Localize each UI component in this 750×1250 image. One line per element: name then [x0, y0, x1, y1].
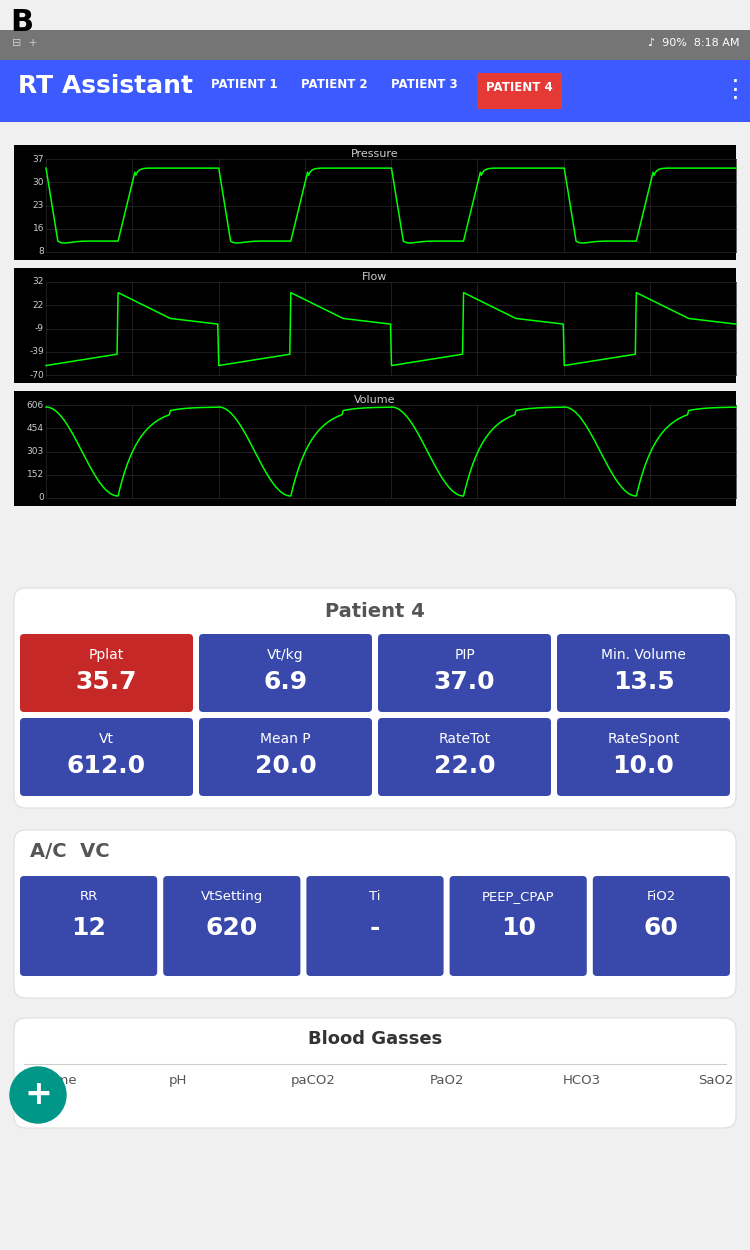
- Text: PATIENT 4: PATIENT 4: [486, 81, 553, 94]
- Text: Time: Time: [44, 1074, 76, 1088]
- Text: 10.0: 10.0: [613, 754, 674, 778]
- Text: 10: 10: [501, 916, 536, 940]
- Text: A/C  VC: A/C VC: [30, 842, 109, 861]
- Bar: [14, 268, 736, 382]
- Text: 22: 22: [33, 301, 44, 310]
- FancyBboxPatch shape: [449, 876, 586, 976]
- Text: 22.0: 22.0: [433, 754, 495, 778]
- Text: 454: 454: [27, 424, 44, 432]
- Text: 23: 23: [33, 201, 44, 210]
- Text: Flow: Flow: [362, 272, 388, 282]
- Text: 37: 37: [32, 155, 44, 164]
- FancyBboxPatch shape: [20, 634, 193, 712]
- Text: paCO2: paCO2: [290, 1074, 335, 1088]
- Text: PEEP_CPAP: PEEP_CPAP: [482, 890, 554, 902]
- Bar: [14, 391, 736, 506]
- FancyBboxPatch shape: [164, 876, 301, 976]
- FancyBboxPatch shape: [592, 876, 730, 976]
- Text: ♪  90%  8:18 AM: ♪ 90% 8:18 AM: [649, 38, 740, 48]
- Text: Volume: Volume: [354, 395, 396, 405]
- Text: VtSetting: VtSetting: [201, 890, 263, 902]
- Text: Vt/kg: Vt/kg: [267, 648, 304, 662]
- Text: 20.0: 20.0: [254, 754, 316, 778]
- Text: 60: 60: [644, 916, 679, 940]
- Text: 8: 8: [38, 248, 44, 256]
- FancyBboxPatch shape: [307, 876, 443, 976]
- Text: Mean P: Mean P: [260, 732, 310, 746]
- FancyBboxPatch shape: [378, 718, 551, 796]
- FancyBboxPatch shape: [378, 634, 551, 712]
- Text: Blood Gasses: Blood Gasses: [308, 1030, 442, 1048]
- Text: ⊟  +: ⊟ +: [12, 38, 38, 48]
- FancyBboxPatch shape: [14, 588, 736, 808]
- Text: PATIENT 2: PATIENT 2: [301, 78, 368, 91]
- Text: Patient 4: Patient 4: [326, 602, 424, 621]
- Text: -: -: [370, 916, 380, 940]
- FancyBboxPatch shape: [20, 718, 193, 796]
- Text: 606: 606: [27, 400, 44, 410]
- FancyBboxPatch shape: [557, 718, 730, 796]
- Text: 35.7: 35.7: [76, 670, 137, 694]
- Text: PaO2: PaO2: [430, 1074, 464, 1088]
- Circle shape: [10, 1068, 66, 1122]
- Text: -39: -39: [29, 348, 44, 356]
- Text: 6.9: 6.9: [263, 670, 308, 694]
- Bar: [477, 72, 562, 109]
- Text: 620: 620: [206, 916, 258, 940]
- Text: 152: 152: [27, 470, 44, 479]
- Text: Pressure: Pressure: [351, 149, 399, 159]
- Text: pH: pH: [170, 1074, 188, 1088]
- Text: RT Assistant: RT Assistant: [18, 74, 193, 98]
- Text: 30: 30: [32, 177, 44, 186]
- Text: 0: 0: [38, 494, 44, 502]
- Text: 37.0: 37.0: [433, 670, 495, 694]
- Text: -70: -70: [29, 370, 44, 380]
- Bar: [0, 30, 750, 60]
- Bar: [0, 60, 750, 122]
- FancyBboxPatch shape: [14, 1017, 736, 1128]
- Text: SaO2: SaO2: [698, 1074, 734, 1088]
- Text: Pplat: Pplat: [88, 648, 125, 662]
- Text: PIP: PIP: [454, 648, 475, 662]
- Text: RR: RR: [80, 890, 98, 902]
- Text: Min. Volume: Min. Volume: [601, 648, 686, 662]
- Text: RateTot: RateTot: [439, 732, 491, 746]
- Text: RateSpont: RateSpont: [608, 732, 680, 746]
- Text: 12: 12: [71, 916, 106, 940]
- FancyBboxPatch shape: [199, 718, 372, 796]
- Text: +: +: [24, 1079, 52, 1111]
- FancyBboxPatch shape: [199, 634, 372, 712]
- Text: B: B: [10, 8, 33, 38]
- Text: 13.5: 13.5: [613, 670, 674, 694]
- Text: PATIENT 1: PATIENT 1: [211, 78, 278, 91]
- Text: Ti: Ti: [369, 890, 381, 902]
- Text: FiO2: FiO2: [646, 890, 676, 902]
- Text: 32: 32: [33, 278, 44, 286]
- Text: 16: 16: [32, 224, 44, 234]
- FancyBboxPatch shape: [14, 830, 736, 998]
- Text: -9: -9: [35, 324, 44, 332]
- Text: 303: 303: [27, 448, 44, 456]
- FancyBboxPatch shape: [557, 634, 730, 712]
- Text: Vt: Vt: [99, 732, 114, 746]
- Text: PATIENT 3: PATIENT 3: [391, 78, 458, 91]
- Bar: [14, 145, 736, 260]
- Text: HCO3: HCO3: [562, 1074, 601, 1088]
- Text: 612.0: 612.0: [67, 754, 146, 778]
- Text: ⋮: ⋮: [722, 78, 748, 102]
- FancyBboxPatch shape: [20, 876, 158, 976]
